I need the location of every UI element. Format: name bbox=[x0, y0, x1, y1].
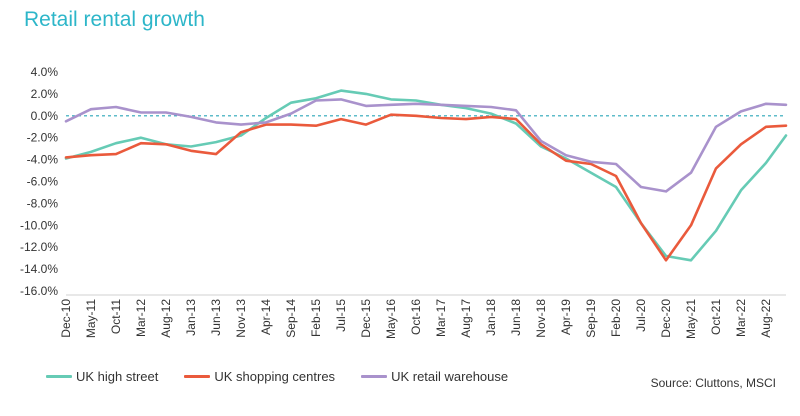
legend-swatch-retail-warehouse bbox=[361, 374, 388, 378]
x-tick-label: Dec-20 bbox=[659, 299, 673, 338]
source-note: Source: Cluttons, MSCI bbox=[650, 376, 776, 390]
x-tick-label: Mar-22 bbox=[734, 299, 748, 337]
x-tick-label: Jun-18 bbox=[509, 299, 523, 336]
series-line-uk-high-street bbox=[64, 89, 788, 262]
legend-label-shopping-centres: UK shopping centres bbox=[214, 368, 336, 384]
chart-title: Retail rental growth bbox=[24, 8, 205, 31]
x-axis: Dec-10 May-11 Oct-11 Mar-12 Aug-12 Jan-13 Jun-… bbox=[59, 294, 786, 339]
y-tick-label: -6.0% bbox=[27, 175, 59, 189]
y-tick-label: -10.0% bbox=[20, 218, 58, 232]
x-tick-label: Aug-12 bbox=[159, 299, 173, 338]
y-tick-label: 0.0% bbox=[31, 109, 59, 123]
legend-item-shopping-centres: UK shopping centres bbox=[184, 369, 335, 384]
x-tick-label: Apr-14 bbox=[259, 299, 273, 335]
x-tick-label: Sep-19 bbox=[584, 299, 598, 338]
x-tick-label: Jan-18 bbox=[484, 299, 498, 336]
x-tick-label: Oct-21 bbox=[709, 299, 723, 335]
x-tick-label: Jul-20 bbox=[634, 299, 648, 332]
y-tick-label: -4.0% bbox=[27, 153, 59, 167]
legend-label-retail-warehouse: UK retail warehouse bbox=[391, 368, 509, 384]
x-tick-label: May-21 bbox=[684, 299, 698, 339]
y-tick-label: -12.0% bbox=[20, 240, 58, 254]
legend-item-retail-warehouse: UK retail warehouse bbox=[361, 369, 508, 384]
y-axis: 4.0% 2.0% 0.0% -2.0% -4.0% -6.0% -8.0% -10.0% -1… bbox=[20, 65, 58, 298]
x-tick-label: Dec-10 bbox=[59, 299, 73, 338]
x-tick-label: Dec-15 bbox=[359, 299, 373, 338]
legend-item-high-street: UK high street bbox=[46, 369, 158, 384]
x-tick-label: Apr-19 bbox=[559, 299, 573, 335]
series-line-uk-shopping-centres bbox=[64, 113, 788, 262]
x-tick-label: May-11 bbox=[84, 299, 98, 338]
x-tick-label: May-16 bbox=[384, 299, 398, 339]
x-tick-label: Mar-17 bbox=[434, 299, 448, 337]
legend: UK high street UK shopping centres UK re… bbox=[46, 367, 508, 385]
x-tick-label: Sep-14 bbox=[284, 299, 298, 338]
legend-label-high-street: UK high street bbox=[76, 368, 159, 384]
x-tick-label: Aug-22 bbox=[759, 299, 773, 338]
y-tick-label: -2.0% bbox=[27, 131, 59, 145]
y-tick-label: -8.0% bbox=[27, 196, 59, 210]
x-tick-label: Feb-15 bbox=[309, 299, 323, 337]
x-tick-label: Nov-13 bbox=[234, 299, 248, 338]
x-tick-label: Jul-15 bbox=[334, 299, 348, 332]
legend-swatch-shopping-centres bbox=[184, 374, 211, 378]
series-lines bbox=[64, 89, 788, 262]
series-line-uk-retail-warehouse bbox=[64, 98, 788, 193]
x-tick-label: Aug-17 bbox=[459, 299, 473, 338]
y-tick-label: 2.0% bbox=[31, 87, 59, 101]
x-tick-label: Jan-13 bbox=[184, 299, 198, 336]
legend-swatch-high-street bbox=[46, 374, 72, 378]
x-tick-label: Oct-16 bbox=[409, 299, 423, 335]
x-tick-label: Jun-13 bbox=[209, 299, 223, 336]
x-tick-label: Feb-20 bbox=[609, 299, 623, 337]
x-tick-label: Mar-12 bbox=[134, 299, 148, 337]
y-tick-label: 4.0% bbox=[31, 65, 59, 79]
x-tick-label: Nov-18 bbox=[534, 299, 548, 338]
x-tick-label: Oct-11 bbox=[109, 299, 123, 334]
y-tick-label: -16.0% bbox=[20, 284, 58, 298]
y-tick-label: -14.0% bbox=[20, 262, 58, 276]
